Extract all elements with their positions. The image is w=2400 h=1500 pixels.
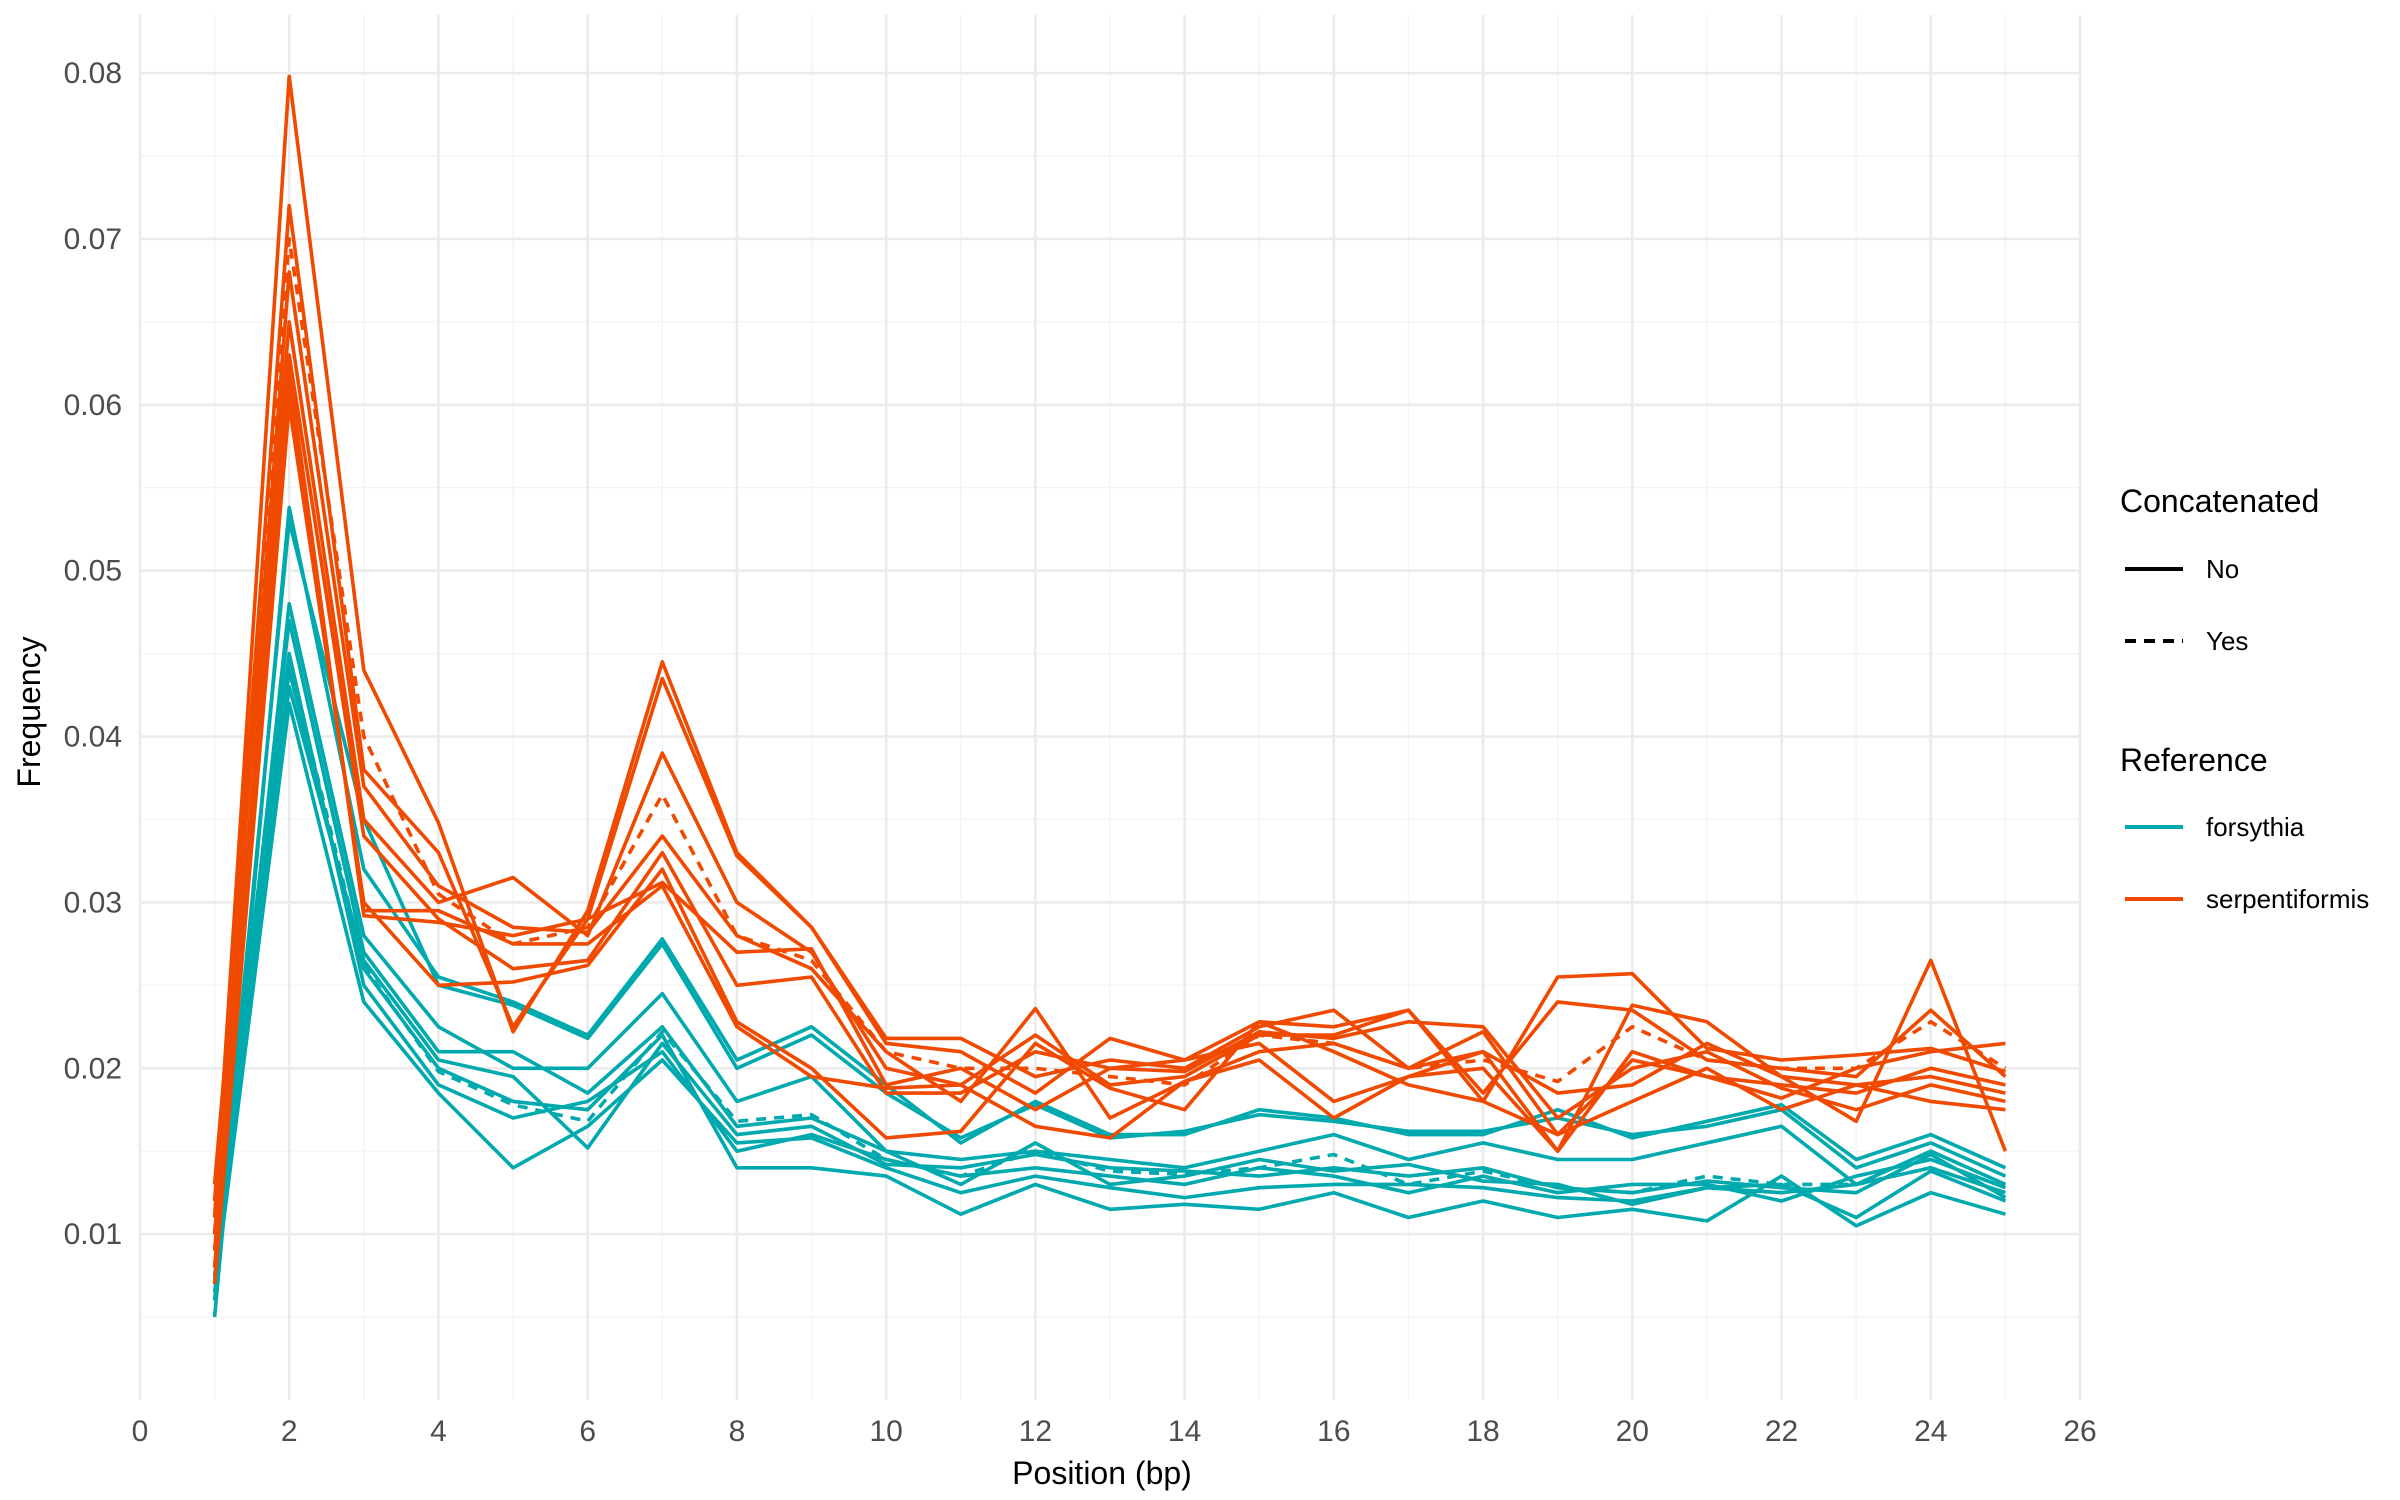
series-line-forsythia-single-5 bbox=[212, 651, 2007, 1251]
y-tick-label: 0.03 bbox=[64, 886, 122, 919]
legend-reference: Reference forsythia serpentiformis bbox=[2120, 742, 2369, 914]
legend-title-reference: Reference bbox=[2120, 742, 2268, 778]
series-line-forsythia-single-0 bbox=[212, 505, 2007, 1318]
series-line-serpentiformis-single-11 bbox=[212, 320, 2007, 1185]
grid-minor-lines bbox=[140, 15, 2080, 1400]
y-tick-label: 0.05 bbox=[64, 555, 122, 588]
series-lines bbox=[212, 74, 2008, 1318]
x-tick-label: 4 bbox=[430, 1415, 447, 1448]
legend-label-forsythia: forsythia bbox=[2206, 812, 2305, 842]
series-line-serpentiformis-single-16 bbox=[212, 369, 2006, 1268]
legend-title-concatenated: Concatenated bbox=[2120, 483, 2319, 519]
x-axis-ticks: 0 2 4 6 8 10 12 14 16 18 20 22 24 26 bbox=[132, 1415, 2097, 1448]
x-tick-label: 16 bbox=[1317, 1415, 1350, 1448]
y-tick-label: 0.08 bbox=[64, 57, 122, 90]
series-line-serpentiformis-single-9 bbox=[212, 74, 2006, 1218]
x-tick-label: 14 bbox=[1168, 1415, 1201, 1448]
legend-label-serpentiformis: serpentiformis bbox=[2206, 884, 2369, 914]
series-line-serpentiformis-concatenated-17 bbox=[212, 237, 2007, 1235]
x-tick-label: 2 bbox=[281, 1415, 298, 1448]
x-tick-label: 24 bbox=[1914, 1415, 1947, 1448]
y-tick-label: 0.04 bbox=[64, 721, 122, 754]
series-line-serpentiformis-single-10 bbox=[212, 203, 2008, 1202]
series-line-serpentiformis-single-14 bbox=[212, 402, 2006, 1285]
y-tick-label: 0.07 bbox=[64, 223, 122, 256]
series-line-forsythia-single-2 bbox=[212, 601, 2007, 1301]
series-line-forsythia-single-7 bbox=[212, 684, 2007, 1276]
y-tick-label: 0.06 bbox=[64, 389, 122, 422]
x-tick-label: 20 bbox=[1616, 1415, 1649, 1448]
x-tick-label: 26 bbox=[2063, 1415, 2096, 1448]
series-line-forsythia-single-4 bbox=[212, 668, 2006, 1285]
y-tick-label: 0.01 bbox=[64, 1218, 122, 1251]
x-tick-label: 6 bbox=[579, 1415, 596, 1448]
y-tick-label: 0.02 bbox=[64, 1052, 122, 1085]
x-tick-label: 10 bbox=[869, 1415, 902, 1448]
x-tick-label: 0 bbox=[132, 1415, 149, 1448]
x-tick-label: 8 bbox=[729, 1415, 746, 1448]
x-axis-title: Position (bp) bbox=[1012, 1455, 1192, 1491]
y-axis-title: Frequency bbox=[11, 636, 47, 787]
y-axis-ticks: 0.01 0.02 0.03 0.04 0.05 0.06 0.07 0.08 bbox=[64, 57, 122, 1251]
x-tick-label: 18 bbox=[1466, 1415, 1499, 1448]
x-tick-label: 22 bbox=[1765, 1415, 1798, 1448]
legend-concatenated: Concatenated No Yes bbox=[2120, 483, 2319, 656]
legend-label-yes: Yes bbox=[2206, 626, 2248, 656]
x-tick-label: 12 bbox=[1019, 1415, 1052, 1448]
series-line-forsythia-single-6 bbox=[212, 701, 2007, 1293]
legend-label-no: No bbox=[2206, 554, 2239, 584]
